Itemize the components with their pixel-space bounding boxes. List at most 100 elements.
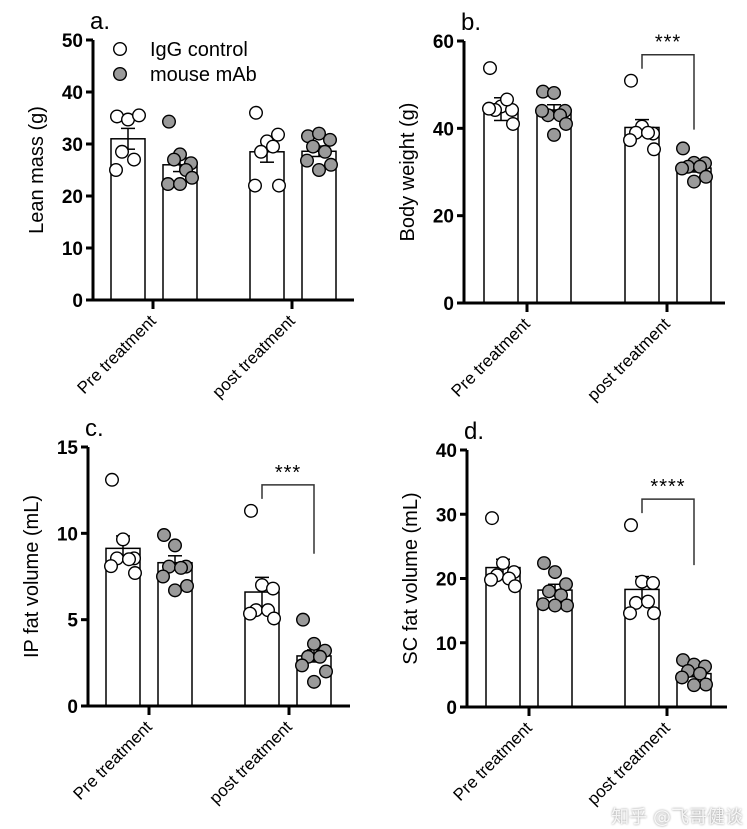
data-point: [548, 565, 563, 580]
panel-label: a.: [90, 8, 110, 35]
x-tick-label: post treatment: [584, 314, 674, 404]
data-point: [554, 588, 569, 603]
y-tick-label: 0: [446, 698, 457, 719]
data-point: [559, 116, 574, 131]
x-tick-label: Pre treatment: [448, 314, 534, 400]
panel-c: 0 5 10 15 Pre treatment post treatment IP fat …: [21, 415, 350, 808]
data-point: [485, 511, 500, 526]
data-point: [267, 611, 282, 626]
data-point: [295, 658, 310, 673]
data-point: [242, 606, 257, 621]
data-point: [647, 142, 662, 157]
data-point: [536, 597, 551, 612]
data-point: [312, 126, 327, 141]
data-point: [247, 178, 262, 193]
data-point: [312, 162, 327, 177]
data-point: [641, 125, 656, 140]
data-point: [560, 598, 575, 613]
y-tick-label: 0: [443, 294, 454, 315]
y-tick-label: 30: [62, 135, 83, 156]
data-point: [675, 161, 690, 176]
data-point: [167, 538, 182, 553]
panel-label: c.: [85, 415, 104, 442]
data-point: [313, 649, 328, 664]
data-point: [131, 108, 146, 123]
data-point: [323, 132, 338, 147]
data-point: [623, 133, 638, 148]
y-axis-label: Body weight (g): [397, 103, 419, 242]
y-tick-label: 0: [72, 291, 83, 312]
bar: [249, 151, 285, 301]
data-point: [307, 674, 322, 689]
x-tick-label: post treatment: [209, 311, 299, 401]
data-point: [103, 559, 118, 574]
data-point: [184, 170, 199, 185]
y-tick-label: 10: [62, 239, 83, 260]
data-point: [114, 144, 129, 159]
significance-bracket: [261, 484, 315, 554]
data-point: [687, 678, 702, 693]
x-tick-label: Pre treatment: [70, 717, 156, 803]
data-point: [500, 92, 515, 107]
data-point: [306, 139, 321, 154]
y-axis-label: IP fat volume (mL): [21, 495, 43, 658]
data-point: [508, 579, 523, 594]
data-point: [482, 101, 497, 116]
data-point: [687, 174, 702, 189]
data-point: [537, 556, 552, 571]
data-point: [253, 144, 268, 159]
y-tick-label: 40: [436, 441, 457, 462]
y-tick-label: 40: [433, 119, 454, 140]
bar: [483, 108, 519, 304]
significance-bracket: [641, 498, 695, 566]
x-tick-label: Pre treatment: [74, 311, 160, 397]
data-point: [127, 566, 142, 581]
data-point: [647, 606, 662, 621]
data-point: [156, 528, 171, 543]
data-point: [646, 575, 661, 590]
data-point: [324, 157, 339, 172]
data-point: [161, 114, 176, 129]
data-point: [623, 606, 638, 621]
panel-label: b.: [461, 9, 481, 36]
significance-label: ****: [650, 476, 685, 498]
data-point: [319, 664, 334, 679]
legend-marker: [112, 42, 127, 57]
y-tick-label: 0: [67, 697, 78, 718]
data-point: [624, 73, 639, 88]
data-point: [535, 103, 550, 118]
data-point: [676, 141, 691, 156]
data-point: [126, 152, 141, 167]
y-tick-label: 5: [67, 611, 78, 632]
y-tick-label: 30: [436, 505, 457, 526]
data-point: [173, 560, 188, 575]
significance-bracket: [641, 53, 695, 130]
data-point: [693, 666, 708, 681]
y-tick-label: 10: [57, 524, 78, 545]
data-point: [641, 594, 656, 609]
data-point: [271, 127, 286, 142]
data-point: [115, 532, 130, 547]
data-point: [547, 127, 562, 142]
data-point: [266, 139, 281, 154]
legend: IgG control mouse mAb: [112, 39, 257, 86]
data-point: [547, 85, 562, 100]
y-tick-label: 20: [433, 207, 454, 228]
y-tick-label: 15: [57, 438, 79, 459]
data-point: [296, 612, 311, 627]
data-point: [542, 584, 557, 599]
data-point: [155, 569, 170, 584]
data-point: [483, 61, 498, 76]
data-point: [266, 581, 281, 596]
y-axis-label: SC fat volume (mL): [400, 492, 422, 664]
data-point: [248, 105, 263, 120]
data-point: [121, 552, 136, 567]
significance-label: ***: [655, 32, 681, 54]
data-point: [160, 177, 175, 192]
data-point: [496, 556, 511, 571]
legend-marker: [112, 66, 127, 81]
legend-label: IgG control: [150, 39, 248, 61]
y-tick-label: 20: [62, 187, 83, 208]
data-point: [172, 177, 187, 192]
panel-b: 0 20 40 60 Pre treatment post treatment Body w…: [397, 9, 725, 405]
